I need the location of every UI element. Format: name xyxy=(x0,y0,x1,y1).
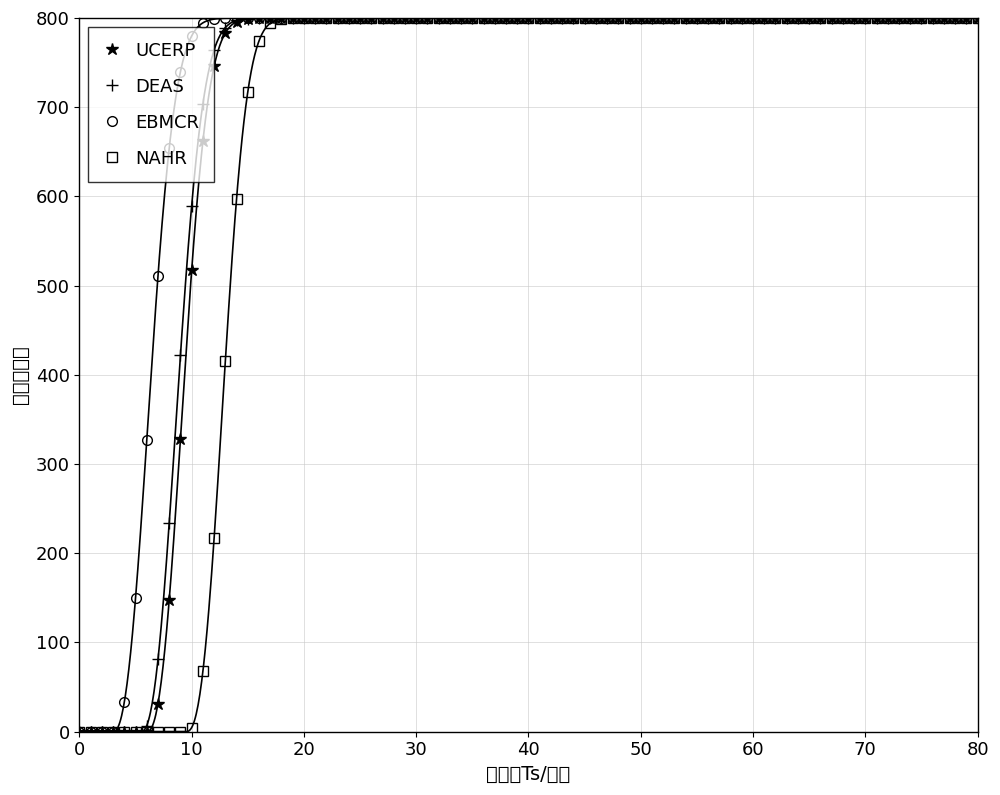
NAHR xyxy=(579,14,591,23)
UCERP xyxy=(972,14,984,23)
UCERP xyxy=(814,14,826,23)
NAHR xyxy=(747,14,759,23)
UCERP xyxy=(579,14,591,23)
DEAS xyxy=(859,14,871,23)
NAHR xyxy=(646,14,658,23)
EBMCR xyxy=(73,727,85,736)
Line: UCERP: UCERP xyxy=(73,12,984,738)
DEAS xyxy=(972,14,984,23)
Line: EBMCR: EBMCR xyxy=(75,14,982,736)
DEAS xyxy=(646,14,658,23)
NAHR xyxy=(893,14,905,23)
UCERP xyxy=(859,14,871,23)
Y-axis label: 死亡节点数: 死亡节点数 xyxy=(11,346,30,404)
Line: DEAS: DEAS xyxy=(73,12,984,738)
DEAS xyxy=(893,14,905,23)
NAHR xyxy=(814,14,826,23)
UCERP xyxy=(646,14,658,23)
EBMCR xyxy=(859,14,871,23)
NAHR xyxy=(377,14,389,23)
NAHR xyxy=(972,14,984,23)
DEAS xyxy=(747,14,759,23)
UCERP xyxy=(893,14,905,23)
EBMCR xyxy=(893,14,905,23)
EBMCR xyxy=(646,14,658,23)
X-axis label: 轮数（Ts/轮）: 轮数（Ts/轮） xyxy=(486,765,571,784)
DEAS xyxy=(73,727,85,736)
DEAS xyxy=(354,14,366,23)
EBMCR xyxy=(579,14,591,23)
UCERP xyxy=(73,727,85,736)
DEAS xyxy=(579,14,591,23)
EBMCR xyxy=(747,14,759,23)
EBMCR xyxy=(972,14,984,23)
EBMCR xyxy=(332,14,344,23)
NAHR xyxy=(859,14,871,23)
UCERP xyxy=(354,14,366,23)
EBMCR xyxy=(814,14,826,23)
UCERP xyxy=(747,14,759,23)
Legend: UCERP, DEAS, EBMCR, NAHR: UCERP, DEAS, EBMCR, NAHR xyxy=(88,27,214,182)
Line: NAHR: NAHR xyxy=(75,14,982,736)
NAHR xyxy=(73,727,85,736)
DEAS xyxy=(814,14,826,23)
